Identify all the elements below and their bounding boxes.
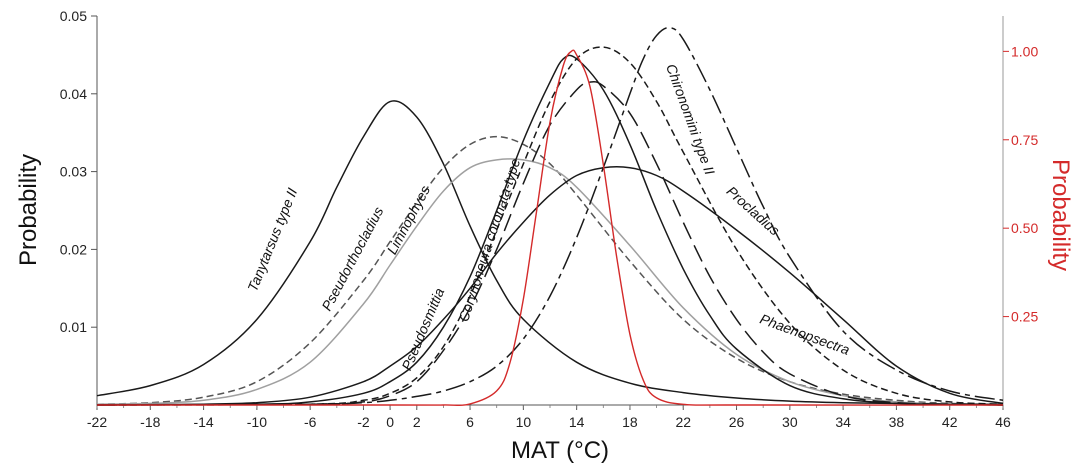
x-tick-label: 30 xyxy=(782,414,798,430)
x-tick-label: 34 xyxy=(835,414,851,430)
series-line-chironomini-type-ii xyxy=(96,26,1004,406)
y-tick-label-right: 0.50 xyxy=(1011,220,1038,236)
y-axis-title-left: Probability xyxy=(15,154,42,266)
x-tick-label: 22 xyxy=(675,414,691,430)
x-tick-label: 6 xyxy=(466,414,474,430)
y-tick-label-right: 1.00 xyxy=(1011,43,1038,59)
x-tick-label: 26 xyxy=(729,414,745,430)
y-tick-label-right: 0.25 xyxy=(1011,309,1038,325)
y-tick-label-left: 0.04 xyxy=(60,86,87,102)
x-tick-label: -10 xyxy=(247,414,267,430)
curve-label: Phaenopsectra xyxy=(758,311,852,358)
series-line-tanytarsus-type-ii xyxy=(96,100,1004,406)
y-axis-title-right: Probability xyxy=(1047,159,1074,271)
x-tick-label: 10 xyxy=(516,414,532,430)
curve-label: Pseudosmittia xyxy=(398,285,447,372)
x-tick-label: 0 xyxy=(386,414,394,430)
series-layer xyxy=(96,26,1004,406)
x-tick-label: 14 xyxy=(569,414,585,430)
y-tick-label-left: 0.02 xyxy=(60,241,87,257)
x-tick-label: -22 xyxy=(87,414,107,430)
y-tick-label-left: 0.05 xyxy=(60,8,87,24)
series-line-corynoneura-coronata-type xyxy=(96,80,1004,406)
y-tick-label-right: 0.75 xyxy=(1011,132,1038,148)
curve-label: Procladius xyxy=(724,183,783,239)
x-tick-label: 42 xyxy=(942,414,958,430)
x-tick-label: -6 xyxy=(304,414,317,430)
curve-label: Limnophyes xyxy=(384,183,434,257)
x-axis-title: MAT (°C) xyxy=(511,437,609,464)
curve-label: Corynoneura coronata-type xyxy=(455,156,523,323)
x-tick-label: -18 xyxy=(140,414,160,430)
x-tick-label: 38 xyxy=(889,414,905,430)
x-tick-label: -2 xyxy=(357,414,370,430)
curve-label: Chironomini type II xyxy=(663,62,718,177)
series-line-limnophyes xyxy=(96,158,1004,406)
series-line-pseudosmittia xyxy=(96,54,1004,406)
y-tick-label-left: 0.03 xyxy=(60,164,87,180)
series-line-procladius xyxy=(96,165,1004,406)
axes: -22 -18 -14 -10 -6 -2 0 2 6 10 14 18 22 26 30 34 38 42 460… xyxy=(60,8,1039,430)
x-tick-label: -14 xyxy=(193,414,213,430)
series-line-pseudorthocladius xyxy=(96,135,1004,405)
curve-label: Tanytarsus type II xyxy=(244,186,300,294)
curve-label: Pseudorthocladius xyxy=(318,204,386,313)
curve-labels: Tanytarsus type II PseudorthocladiusLimno… xyxy=(244,62,852,373)
x-tick-label: 2 xyxy=(413,414,421,430)
series-line-phaenopsectra xyxy=(96,46,1004,406)
x-tick-label: 18 xyxy=(622,414,638,430)
series-line-red-curve xyxy=(97,49,1004,406)
x-tick-label: 46 xyxy=(995,414,1011,430)
y-tick-label-left: 0.01 xyxy=(60,319,87,335)
